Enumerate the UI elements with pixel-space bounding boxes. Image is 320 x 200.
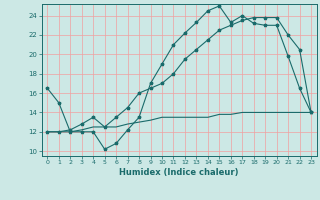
X-axis label: Humidex (Indice chaleur): Humidex (Indice chaleur) [119, 168, 239, 177]
